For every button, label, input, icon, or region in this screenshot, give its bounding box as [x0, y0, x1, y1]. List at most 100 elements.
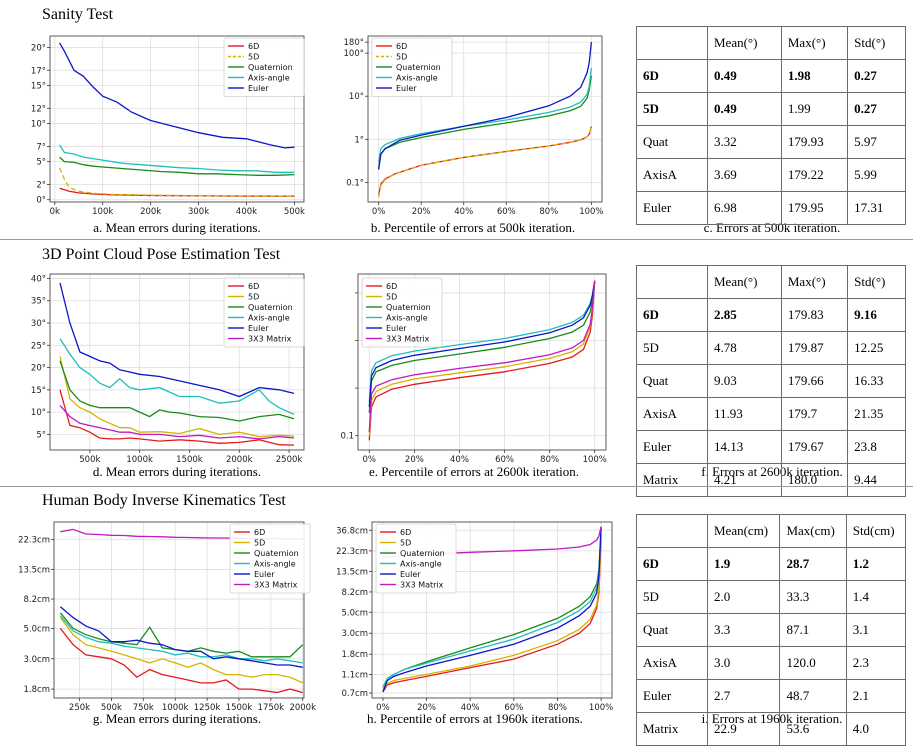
- x-tick-label: 400k: [236, 207, 257, 217]
- legend-box: [229, 523, 311, 594]
- plot-frame: [49, 35, 305, 203]
- table-row: 6D 0.49 1.98 0.27: [636, 59, 906, 93]
- legend-label: Quaternion: [400, 549, 445, 558]
- y-tick-label: 7°: [36, 142, 46, 152]
- series-line-axis-angle: [377, 68, 593, 162]
- y-tick-label: 5°: [36, 430, 46, 440]
- chart-mean-errors-ik: 250k 500k 750k 1000k 1250k 1500k 1750k 2000k 1.8…: [18, 521, 316, 713]
- legend-label: Euler: [248, 324, 269, 333]
- table-cell: 120.0: [779, 646, 847, 680]
- table-row: 5D 0.49 1.99 0.27: [636, 92, 906, 126]
- legend-box: [223, 37, 305, 97]
- table-row: 6D 1.9 28.7 1.2: [636, 547, 907, 581]
- x-tick-label: 60%: [504, 703, 523, 713]
- table-cell: 17.31: [847, 191, 906, 225]
- table-header-cell: Mean(°): [707, 265, 782, 299]
- x-tick-label: 2500k: [276, 455, 303, 465]
- y-tick-label: 35°: [31, 297, 46, 307]
- table-cell: 14.13: [707, 430, 782, 464]
- section-divider: [0, 239, 913, 240]
- table-cell: 12.25: [847, 331, 906, 365]
- table-cell: 2.7: [706, 679, 781, 713]
- series-line-6d: [368, 280, 596, 441]
- y-tick-label: 20°: [31, 43, 46, 53]
- table-cell: 2.0: [706, 580, 781, 614]
- table-cell: 9.16: [847, 298, 906, 332]
- y-tick-label: 10°: [31, 408, 46, 418]
- row-label: Matrix: [636, 712, 708, 746]
- legend-label: 5D: [386, 293, 397, 302]
- table-cell: 9.44: [847, 463, 906, 497]
- x-tick-label: 750k: [133, 703, 154, 713]
- x-tick-label: 100%: [579, 207, 603, 217]
- legend-label: 6D: [248, 42, 259, 51]
- x-tick-label: 100k: [92, 207, 113, 217]
- table-row: Quat 9.03 179.66 16.33: [636, 364, 906, 398]
- row-label: Quat: [636, 125, 708, 159]
- y-tick-label: 0°: [36, 196, 46, 206]
- table-cell: 21.35: [847, 397, 906, 431]
- section-divider: [0, 486, 913, 487]
- x-tick-label: 300k: [188, 207, 209, 217]
- legend-label: Quaternion: [254, 549, 299, 558]
- series-line-3x3-matrix: [368, 280, 596, 432]
- table-header-cell: Max(cm): [779, 514, 847, 548]
- y-tick-label: 5°: [36, 158, 46, 168]
- x-tick-label: 60%: [495, 455, 514, 465]
- table-cell: 0.49: [707, 92, 782, 126]
- caption-e: e. Percentile of errors at 2600k iterati…: [368, 464, 580, 479]
- y-tick-label: 1°: [354, 135, 364, 145]
- table-cell: 3.1: [845, 613, 907, 647]
- legend-label: 5D: [396, 53, 407, 62]
- chart-mean-errors-sanity: 0k 100k 200k 300k 400k 500k 0° 2° 5° 7° 10° 12° 15° 1…: [31, 35, 305, 217]
- y-tick-label: 22.3cm: [18, 536, 50, 546]
- table-cell: 179.87: [780, 331, 849, 365]
- table-cell: 1.98: [780, 59, 849, 93]
- x-tick-label: 0%: [363, 455, 377, 465]
- y-tick-label: 13.5cm: [336, 567, 368, 577]
- x-tick-label: 200k: [140, 207, 161, 217]
- legend-label: Axis-angle: [254, 560, 296, 569]
- y-tick-label: 1.8cm: [342, 650, 368, 660]
- y-tick-label: 1.8cm: [24, 685, 50, 695]
- legend-box: [375, 523, 457, 594]
- table-cell: 48.7: [779, 679, 847, 713]
- errors-table-ik: Mean(cm) Max(cm) Std(cm) 6D 1.9 28.7 1.2 5D 2.0 3…: [636, 514, 907, 746]
- x-tick-label: 500k: [79, 455, 100, 465]
- legend-label: Axis-angle: [248, 74, 290, 83]
- table-cell: 4.0: [845, 712, 907, 746]
- legend-label: 6D: [396, 42, 407, 51]
- y-tick-label: 30°: [31, 319, 46, 329]
- table-cell: 1.4: [845, 580, 907, 614]
- table-cell: 9.03: [707, 364, 782, 398]
- row-label: 6D: [636, 547, 708, 581]
- table-cell: 2.3: [845, 646, 907, 680]
- legend-label: 5D: [400, 539, 411, 548]
- series-line-axis-angle: [59, 144, 295, 173]
- legend-label: 5D: [248, 293, 259, 302]
- series-line-5d: [377, 126, 593, 198]
- table-row: AxisA 3.0 120.0 2.3: [636, 646, 907, 680]
- x-tick-label: 0%: [372, 207, 386, 217]
- x-tick-label: 1250k: [194, 703, 221, 713]
- table-header-cell: Mean(cm): [706, 514, 781, 548]
- y-tick-label: 2°: [36, 180, 46, 190]
- chart-percentile-ik: 0% 20% 40% 60% 80% 100% 0.7cm 1.1cm 1.8cm 3.0cm 5.…: [336, 521, 613, 713]
- legend-label: Quaternion: [248, 63, 293, 72]
- legend-label: Axis-angle: [386, 314, 428, 323]
- table-cell: 4.21: [707, 463, 782, 497]
- plot-frame: [367, 35, 603, 203]
- x-tick-label: 0k: [50, 207, 60, 217]
- x-tick-label: 40%: [450, 455, 469, 465]
- table-cell: 3.69: [707, 158, 782, 192]
- section-title-sanity: Sanity Test: [42, 6, 114, 23]
- y-tick-label: 10°: [31, 120, 46, 130]
- y-tick-label: 15°: [31, 81, 46, 91]
- table-row: Matrix 4.21 180.0 9.44: [636, 463, 906, 497]
- legend-label: 5D: [248, 53, 259, 62]
- chart-percentile-sanity: 0% 20% 40% 60% 80% 100% 0.1° 1° 10° 100°180° 6D 5DQ…: [344, 35, 604, 217]
- caption-a: a. Mean errors during iterations.: [93, 220, 261, 235]
- table-row: Euler 2.7 48.7 2.1: [636, 679, 907, 713]
- table-cell: 4.78: [707, 331, 782, 365]
- legend-label: 3X3 Matrix: [248, 335, 292, 344]
